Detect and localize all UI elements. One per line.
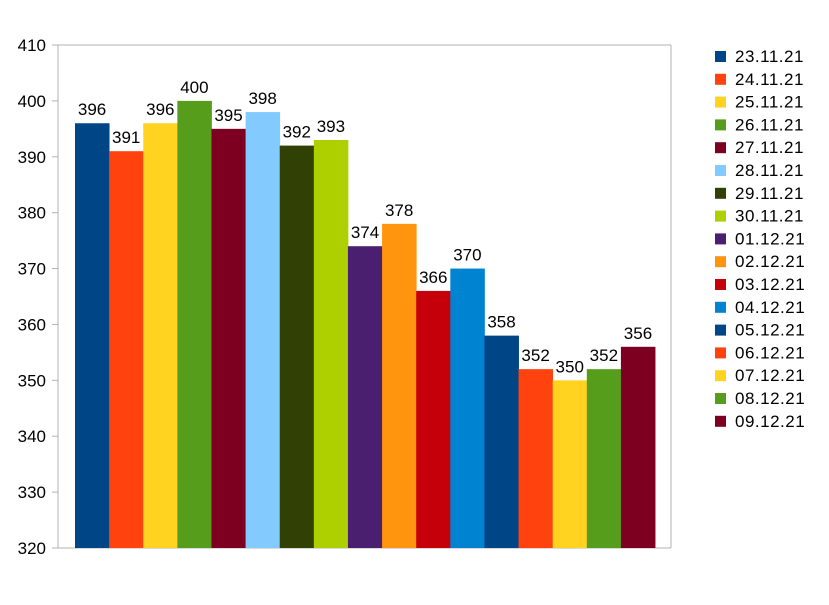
bar-27.11.21 bbox=[211, 128, 246, 549]
bar-29.11.21 bbox=[279, 145, 315, 548]
bar-04.12.21 bbox=[450, 268, 485, 548]
legend-swatch bbox=[715, 279, 726, 290]
legend-swatch bbox=[715, 210, 726, 222]
bar-28.11.21 bbox=[245, 112, 281, 549]
legend-label: 28.11.21 bbox=[735, 161, 804, 180]
bar-07.12.21 bbox=[552, 380, 588, 548]
data-label: 398 bbox=[248, 89, 276, 108]
legend-label: 27.11.21 bbox=[735, 138, 804, 157]
legend-swatch bbox=[715, 233, 726, 245]
y-tick-label: 410 bbox=[18, 36, 46, 55]
legend-label: 29.11.21 bbox=[735, 184, 804, 203]
legend-swatch bbox=[715, 301, 726, 313]
y-tick-label: 350 bbox=[18, 371, 46, 390]
legend-swatch bbox=[715, 347, 726, 359]
y-tick-label: 360 bbox=[18, 315, 46, 334]
data-label: 374 bbox=[351, 223, 379, 242]
legend-label: 06.12.21 bbox=[735, 343, 805, 362]
bar-26.11.21 bbox=[177, 100, 212, 548]
legend-label: 01.12.21 bbox=[735, 229, 805, 248]
data-label: 350 bbox=[556, 357, 584, 376]
bar-03.12.21 bbox=[416, 290, 451, 548]
bar-30.11.21 bbox=[313, 140, 349, 548]
data-label: 356 bbox=[624, 324, 652, 343]
legend-label: 25.11.21 bbox=[735, 93, 804, 112]
legend-label: 26.11.21 bbox=[735, 115, 804, 134]
legend-label: 03.12.21 bbox=[735, 275, 805, 294]
legend-label: 23.11.21 bbox=[735, 47, 804, 66]
bar-02.12.21 bbox=[382, 223, 417, 548]
data-label: 366 bbox=[419, 268, 447, 287]
data-label: 378 bbox=[385, 201, 413, 220]
legend-swatch bbox=[715, 393, 726, 404]
legend-label: 09.12.21 bbox=[735, 412, 805, 431]
data-label: 392 bbox=[283, 123, 311, 142]
bar-09.12.21 bbox=[620, 346, 656, 548]
legend-label: 24.11.21 bbox=[735, 70, 804, 89]
legend-swatch bbox=[715, 256, 726, 268]
bar-05.12.21 bbox=[484, 335, 519, 548]
data-label: 400 bbox=[180, 78, 208, 97]
legend-swatch bbox=[715, 415, 726, 427]
y-tick-label: 340 bbox=[18, 427, 46, 446]
y-tick-label: 370 bbox=[18, 260, 46, 279]
legend-label: 02.12.21 bbox=[735, 252, 805, 271]
bar-23.11.21 bbox=[75, 123, 110, 548]
y-tick-label: 330 bbox=[18, 483, 46, 502]
legend-swatch bbox=[715, 187, 726, 199]
legend-swatch bbox=[715, 165, 726, 176]
data-label: 370 bbox=[453, 246, 481, 265]
legend-swatch bbox=[715, 51, 726, 62]
bar-06.12.21 bbox=[518, 369, 554, 548]
data-label: 393 bbox=[317, 117, 345, 136]
legend-label: 07.12.21 bbox=[735, 366, 805, 385]
y-tick-label: 380 bbox=[18, 204, 46, 223]
legend-swatch bbox=[715, 73, 726, 85]
bar-25.11.21 bbox=[143, 123, 178, 548]
data-label: 352 bbox=[521, 346, 549, 365]
y-tick-label: 320 bbox=[18, 539, 46, 558]
data-label: 395 bbox=[214, 106, 242, 125]
bar-24.11.21 bbox=[109, 151, 144, 548]
bar-01.12.21 bbox=[347, 246, 383, 548]
legend-label: 30.11.21 bbox=[735, 207, 804, 226]
data-label: 352 bbox=[590, 346, 618, 365]
legend-label: 08.12.21 bbox=[735, 389, 805, 408]
legend-swatch bbox=[715, 324, 726, 336]
data-label: 391 bbox=[112, 128, 140, 147]
data-label: 358 bbox=[487, 313, 515, 332]
legend-swatch bbox=[715, 96, 726, 108]
legend-swatch bbox=[715, 370, 726, 382]
legend-label: 05.12.21 bbox=[735, 321, 805, 340]
legend-swatch bbox=[715, 142, 726, 154]
legend-label: 04.12.21 bbox=[735, 298, 805, 317]
data-label: 396 bbox=[146, 100, 174, 119]
y-tick-label: 400 bbox=[18, 92, 46, 111]
data-label: 396 bbox=[78, 100, 106, 119]
y-tick-label: 390 bbox=[18, 148, 46, 167]
bar-08.12.21 bbox=[586, 369, 622, 548]
legend-swatch bbox=[715, 119, 726, 131]
